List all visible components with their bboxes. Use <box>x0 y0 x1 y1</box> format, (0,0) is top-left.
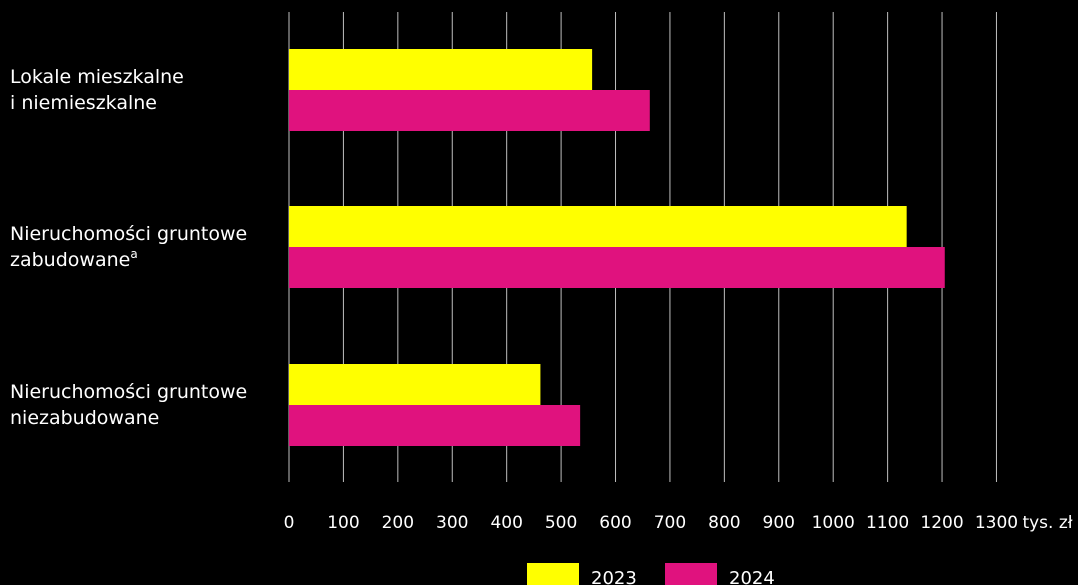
category-label-superscript: a <box>130 247 137 261</box>
bar-2024-category-2 <box>289 247 945 288</box>
category-label-line: niezabudowane <box>10 407 159 429</box>
bar-2023-category-2 <box>289 206 907 247</box>
x-axis-unit-label: tys. zł <box>1022 513 1072 533</box>
legend-swatch-2024 <box>665 563 717 585</box>
x-tick-label: 400 <box>490 513 522 533</box>
bar-2024-category-1 <box>289 90 650 131</box>
bar-2023-category-3 <box>289 364 541 405</box>
x-tick-label: 900 <box>763 513 795 533</box>
x-tick-label: 600 <box>599 513 631 533</box>
x-tick-label: 700 <box>654 513 686 533</box>
category-label-line: Lokale mieszkalne <box>10 66 184 88</box>
x-tick-label: 200 <box>382 513 414 533</box>
bar-2023-category-1 <box>289 49 593 90</box>
x-tick-label: 1200 <box>920 513 963 533</box>
x-tick-label: 1100 <box>866 513 909 533</box>
category-label-line: Nieruchomości gruntowe <box>10 381 247 403</box>
legend: 2023 2024 <box>527 563 775 585</box>
category-label: Nieruchomości gruntowe niezabudowane <box>10 381 247 429</box>
x-axis-ticks: 0 100 200 300 400 500 600 700 800 900 1000 1100 1200… <box>284 513 1019 533</box>
x-tick-label: 300 <box>436 513 468 533</box>
category-label-line: Nieruchomości gruntowe <box>10 223 247 245</box>
bar-2024-category-3 <box>289 405 581 446</box>
legend-label-2024: 2024 <box>729 568 775 585</box>
legend-label-2023: 2023 <box>591 568 637 585</box>
x-tick-label: 500 <box>545 513 577 533</box>
x-tick-label: 800 <box>708 513 740 533</box>
x-tick-label: 0 <box>284 513 295 533</box>
x-tick-label: 1300 <box>975 513 1018 533</box>
category-label: Nieruchomości gruntowe zabudowanea <box>10 223 247 271</box>
category-label: Lokale mieszkalne i niemieszkalne <box>10 66 184 114</box>
category-label-line: zabudowane <box>10 249 130 271</box>
x-tick-label: 100 <box>327 513 359 533</box>
legend-swatch-2023 <box>527 563 579 585</box>
bars <box>289 49 945 446</box>
x-tick-label: 1000 <box>812 513 855 533</box>
category-label-line: i niemieszkalne <box>10 92 157 114</box>
category-labels: Lokale mieszkalne i niemieszkalne Nierucho… <box>10 66 247 429</box>
